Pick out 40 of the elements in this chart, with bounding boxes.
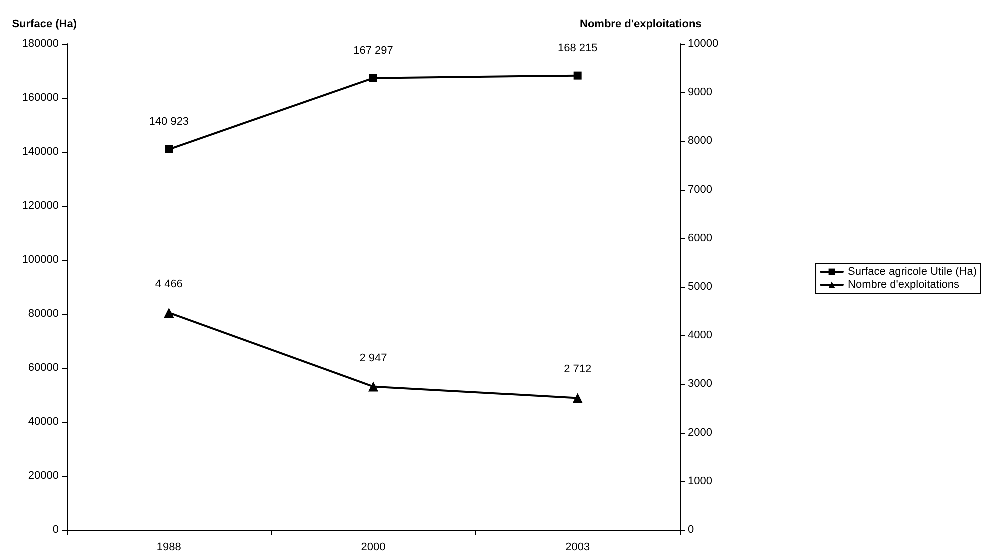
y-tick-label: 20000 <box>28 470 59 482</box>
y2-axis-title: Nombre d'exploitations <box>580 18 702 30</box>
data-label: 167 297 <box>354 44 394 57</box>
data-label: 4 466 <box>155 278 183 290</box>
y2-tick-label: 1000 <box>688 475 712 488</box>
legend-label: Nombre d'exploitations <box>848 279 960 291</box>
point <box>165 146 174 154</box>
x-tick-label: 1988 <box>156 542 182 554</box>
y2-tick-label: 0 <box>688 524 694 536</box>
y-tick-label: 100000 <box>22 254 59 266</box>
y2-tick-label: 8000 <box>688 135 712 148</box>
y-tick-label: 80000 <box>28 308 59 320</box>
y2-tick-label: 3000 <box>688 378 712 390</box>
data-label: 168 215 <box>558 42 598 54</box>
data-label: 2 712 <box>564 364 592 376</box>
y2-tick-label: 6000 <box>688 232 712 244</box>
point <box>572 393 583 404</box>
y2-tick-label: 4000 <box>688 330 712 342</box>
y2-tick-label: 9000 <box>688 86 712 99</box>
y-tick-label: 60000 <box>28 362 59 374</box>
data-label: 140 923 <box>149 116 190 128</box>
y2-tick-label: 7000 <box>688 184 712 196</box>
y-tick-label: 40000 <box>28 416 59 428</box>
data-label: 2 947 <box>360 352 388 364</box>
y-tick-label: 120000 <box>22 200 59 212</box>
y2-tick-label: 5000 <box>688 281 712 293</box>
y-tick-label: 0 <box>52 524 59 536</box>
point <box>368 382 378 392</box>
y-tick-label: 140000 <box>22 146 59 158</box>
x-tick-label: 2000 <box>361 542 386 554</box>
y-axis-title: Surface (Ha) <box>12 18 78 30</box>
x-tick-label: 2003 <box>566 542 590 554</box>
y-tick-label: 160000 <box>22 92 59 104</box>
y2-tick-label: 2000 <box>688 426 712 439</box>
y-tick-label: 180000 <box>22 38 59 50</box>
y2-tick-label: 10000 <box>688 38 719 50</box>
legend-label: Surface agricole Utile (Ha) <box>848 266 978 278</box>
point <box>164 308 174 318</box>
point <box>370 74 378 82</box>
point <box>574 72 582 80</box>
